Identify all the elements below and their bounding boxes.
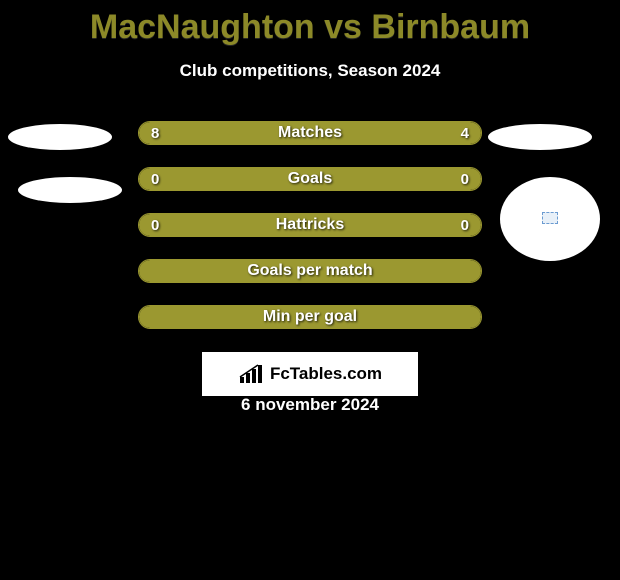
badge-text: FcTables.com: [270, 364, 382, 384]
comparison-bar: Goals per match: [138, 259, 482, 283]
page-subtitle: Club competitions, Season 2024: [0, 61, 620, 81]
source-badge: FcTables.com: [202, 352, 418, 396]
page-title: MacNaughton vs Birnbaum: [0, 0, 620, 47]
comparison-bar: 00Hattricks: [138, 213, 482, 237]
comparison-bar: 00Goals: [138, 167, 482, 191]
date-text: 6 november 2024: [0, 395, 620, 415]
avatar-placeholder: [488, 124, 592, 150]
avatar-placeholder: [18, 177, 122, 203]
bar-label: Matches: [139, 124, 481, 142]
flag-icon: [542, 212, 558, 224]
comparison-bar: Min per goal: [138, 305, 482, 329]
bar-label: Min per goal: [139, 308, 481, 326]
comparison-bar: 84Matches: [138, 121, 482, 145]
chart-icon: [238, 363, 264, 385]
comparison-row: Min per goal: [0, 305, 620, 329]
bar-label: Goals per match: [139, 262, 481, 280]
comparison-row: Goals per match: [0, 259, 620, 283]
avatar-placeholder: [8, 124, 112, 150]
bar-label: Goals: [139, 170, 481, 188]
bar-label: Hattricks: [139, 216, 481, 234]
